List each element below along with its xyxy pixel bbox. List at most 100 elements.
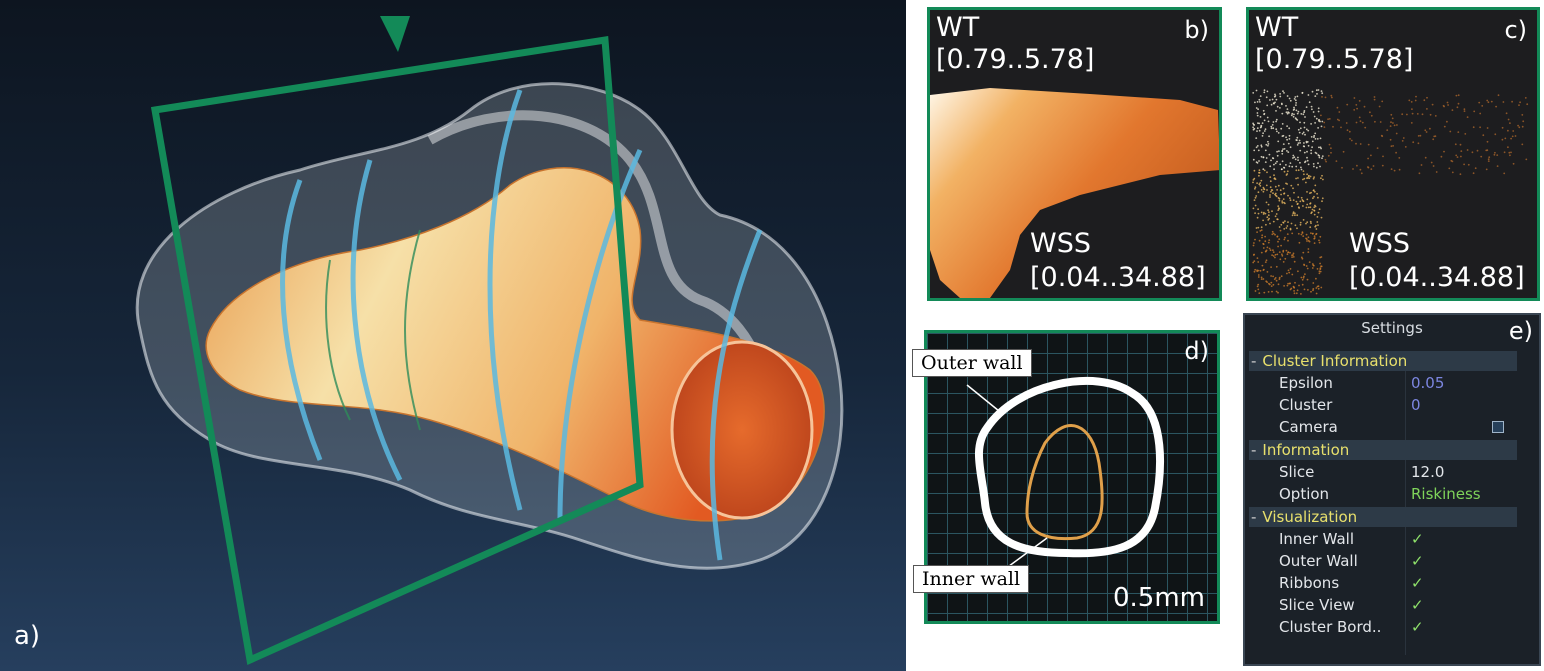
- setting-row-camera[interactable]: Camera: [1279, 416, 1515, 438]
- scatter-point: [1302, 113, 1305, 116]
- cluster-value[interactable]: 0: [1411, 396, 1421, 414]
- scatter-point: [1336, 118, 1339, 121]
- setting-row-slice[interactable]: Slice 12.0: [1279, 461, 1515, 483]
- scatter-point: [1390, 113, 1393, 116]
- scatter-point: [1265, 201, 1268, 204]
- vessel-3d-view[interactable]: a): [0, 0, 906, 671]
- scatter-point: [1260, 145, 1263, 148]
- scatter-point: [1346, 103, 1349, 106]
- scatter-point: [1313, 190, 1316, 193]
- scatter-point: [1300, 233, 1303, 236]
- scatter-point: [1321, 157, 1323, 160]
- scatter-point: [1298, 131, 1301, 134]
- scatter-point: [1257, 191, 1260, 194]
- section-information[interactable]: - Information: [1249, 440, 1517, 460]
- camera-checkbox[interactable]: [1492, 421, 1504, 433]
- scatter-point: [1301, 132, 1304, 135]
- scatter-point: [1307, 144, 1310, 147]
- scatter-point: [1328, 118, 1331, 120]
- scatter-point: [1274, 277, 1277, 279]
- scatter-point: [1265, 157, 1268, 159]
- scatter-point: [1390, 168, 1393, 171]
- scatter-point: [1297, 183, 1299, 186]
- scatter-point: [1355, 121, 1358, 124]
- scatter-point: [1425, 131, 1428, 133]
- scatter-point: [1254, 212, 1256, 215]
- scatter-point: [1275, 120, 1277, 123]
- scatter-point: [1415, 95, 1417, 98]
- scatter-point: [1275, 279, 1278, 282]
- setting-row-cluster[interactable]: Cluster 0: [1279, 394, 1515, 416]
- scatter-point: [1332, 125, 1334, 128]
- scatter-point: [1293, 113, 1295, 116]
- slice-plane-marker: [380, 16, 410, 52]
- scatter-point: [1306, 221, 1309, 224]
- scatter-point: [1376, 147, 1379, 150]
- scatter-point: [1450, 159, 1453, 162]
- scatter-point: [1289, 146, 1292, 149]
- setting-label: Cluster Bord..: [1279, 618, 1382, 636]
- scatter-point: [1406, 113, 1408, 116]
- scatter-point: [1315, 287, 1318, 289]
- setting-row-slice-view[interactable]: Slice View ✓: [1279, 594, 1515, 616]
- scatter-point: [1501, 126, 1504, 129]
- scatter-point: [1310, 232, 1312, 235]
- scatter-point: [1306, 278, 1309, 281]
- checkmark-icon[interactable]: ✓: [1411, 552, 1424, 570]
- scatter-point: [1272, 275, 1274, 278]
- setting-row-inner-wall[interactable]: Inner Wall ✓: [1279, 528, 1515, 550]
- checkmark-icon[interactable]: ✓: [1411, 574, 1424, 592]
- section-visualization[interactable]: - Visualization: [1249, 507, 1517, 527]
- setting-row-ribbons[interactable]: Ribbons ✓: [1279, 572, 1515, 594]
- scatter-point: [1281, 123, 1284, 125]
- scatter-point: [1325, 160, 1327, 163]
- scatter-point: [1259, 126, 1262, 129]
- scatter-point: [1312, 289, 1314, 292]
- scatter-point: [1312, 163, 1315, 165]
- scatter-point: [1398, 157, 1401, 159]
- section-cluster-information[interactable]: - Cluster Information: [1249, 351, 1517, 371]
- checkmark-icon[interactable]: ✓: [1411, 618, 1424, 636]
- scatter-point: [1314, 95, 1317, 97]
- scatter-point: [1252, 158, 1255, 161]
- scatter-point: [1297, 110, 1300, 113]
- inner-wall-contour: [1025, 424, 1104, 541]
- setting-row-epsilon[interactable]: Epsilon 0.05: [1279, 372, 1515, 394]
- scatter-point: [1356, 164, 1358, 167]
- scatter-point: [1324, 158, 1327, 161]
- scatter-point: [1252, 92, 1255, 94]
- setting-row-outer-wall[interactable]: Outer Wall ✓: [1279, 550, 1515, 572]
- scatter-point: [1297, 159, 1299, 162]
- scatter-point: [1286, 170, 1289, 173]
- scatter-point: [1254, 101, 1256, 104]
- scatter-point: [1496, 154, 1499, 157]
- scatter-point: [1292, 109, 1295, 111]
- scatter-point: [1270, 266, 1272, 268]
- scatter-point: [1287, 151, 1290, 154]
- setting-row-option[interactable]: Option Riskiness: [1279, 483, 1515, 505]
- scatter-point: [1292, 211, 1295, 214]
- scatter-point: [1293, 98, 1296, 100]
- scatter-point: [1305, 233, 1308, 236]
- slice-value[interactable]: 12.0: [1411, 463, 1445, 481]
- scatter-point: [1257, 288, 1260, 291]
- scatter-point: [1307, 239, 1310, 242]
- option-value[interactable]: Riskiness: [1411, 485, 1481, 503]
- scatter-point: [1295, 102, 1297, 104]
- scatter-point: [1316, 221, 1319, 223]
- scatter-point: [1291, 256, 1293, 258]
- scatter-point: [1296, 214, 1299, 217]
- checkmark-icon[interactable]: ✓: [1411, 596, 1424, 614]
- scatter-point: [1277, 291, 1279, 294]
- scatter-point: [1274, 253, 1277, 256]
- scatter-point: [1268, 211, 1270, 214]
- epsilon-value[interactable]: 0.05: [1411, 374, 1445, 392]
- scatter-point: [1254, 196, 1257, 199]
- scatter-point: [1286, 112, 1289, 115]
- scatter-point: [1401, 140, 1404, 142]
- scatter-point: [1299, 161, 1301, 164]
- setting-row-cluster-border[interactable]: Cluster Bord.. ✓: [1279, 616, 1515, 638]
- scatter-point: [1269, 176, 1272, 179]
- checkmark-icon[interactable]: ✓: [1411, 530, 1424, 548]
- scatter-point: [1276, 218, 1279, 221]
